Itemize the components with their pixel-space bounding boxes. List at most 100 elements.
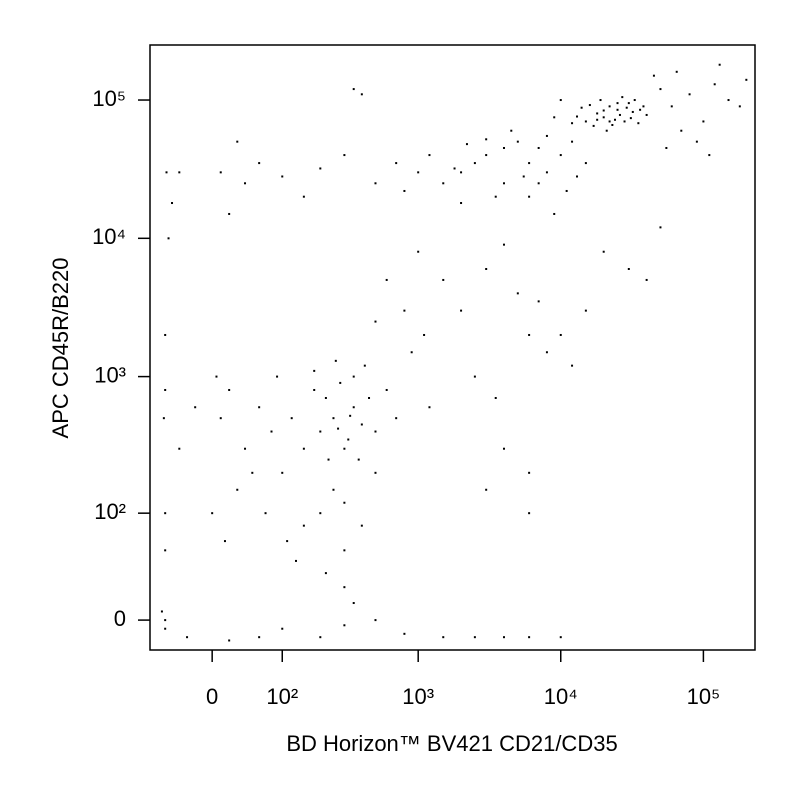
data-point	[178, 447, 181, 450]
data-point	[313, 369, 316, 372]
y-tick-label: 10⁵	[92, 86, 126, 111]
data-point	[349, 414, 352, 417]
data-point	[510, 129, 513, 132]
data-point	[453, 167, 456, 170]
data-point	[571, 364, 574, 367]
data-point	[281, 471, 284, 474]
data-point	[559, 99, 562, 102]
data-point	[343, 447, 346, 450]
data-point	[186, 636, 189, 639]
data-point	[460, 171, 463, 174]
data-point	[385, 388, 388, 391]
data-point	[680, 129, 683, 132]
data-point	[608, 120, 611, 123]
data-point	[618, 113, 621, 116]
data-point	[528, 512, 531, 515]
data-point	[633, 99, 636, 102]
x-tick-label: 10²	[266, 684, 298, 709]
data-point	[627, 267, 630, 270]
data-point	[270, 430, 273, 433]
data-point	[659, 88, 662, 91]
data-point	[639, 108, 642, 111]
data-point	[528, 471, 531, 474]
data-point	[460, 309, 463, 312]
data-point	[211, 512, 214, 515]
data-point	[596, 112, 599, 115]
data-point	[465, 143, 468, 146]
data-point	[485, 154, 488, 157]
data-point	[611, 123, 614, 126]
data-point	[502, 182, 505, 185]
data-point	[395, 162, 398, 165]
data-point	[313, 388, 316, 391]
data-point	[374, 619, 377, 622]
data-point	[228, 388, 231, 391]
data-point	[602, 109, 605, 112]
data-point	[613, 118, 616, 121]
data-point	[442, 182, 445, 185]
data-point	[545, 171, 548, 174]
data-point	[460, 202, 463, 205]
data-point	[596, 118, 599, 121]
data-point	[695, 140, 698, 143]
data-point	[374, 320, 377, 323]
data-point	[528, 195, 531, 198]
data-point	[352, 406, 355, 409]
data-point	[494, 396, 497, 399]
data-point	[302, 195, 305, 198]
data-point	[374, 182, 377, 185]
data-point	[494, 195, 497, 198]
data-point	[553, 212, 556, 215]
data-point	[385, 278, 388, 281]
data-point	[602, 250, 605, 253]
plot-frame	[149, 44, 756, 651]
data-point	[608, 105, 611, 108]
y-tick-label: 0	[114, 606, 126, 631]
data-point	[599, 99, 602, 102]
data-point	[442, 636, 445, 639]
data-point	[164, 333, 167, 336]
data-point	[368, 396, 371, 399]
data-point	[516, 292, 519, 295]
x-tick-label: 0	[206, 684, 218, 709]
data-point	[621, 96, 624, 99]
data-point	[616, 102, 619, 105]
data-point	[528, 162, 531, 165]
data-point	[281, 175, 284, 178]
data-point	[473, 162, 476, 165]
data-point	[171, 202, 174, 205]
data-point	[276, 375, 279, 378]
data-point	[571, 122, 574, 125]
data-point	[559, 333, 562, 336]
x-tick-label: 10⁴	[544, 684, 578, 709]
data-point	[363, 364, 366, 367]
data-point	[352, 602, 355, 605]
data-point	[403, 309, 406, 312]
data-point	[605, 129, 608, 132]
data-point	[528, 333, 531, 336]
data-point	[423, 333, 426, 336]
data-point	[360, 93, 363, 96]
data-point	[219, 417, 222, 420]
data-point	[502, 146, 505, 149]
data-point	[164, 627, 167, 630]
data-point	[162, 417, 165, 420]
data-point	[652, 74, 655, 77]
data-point	[571, 140, 574, 143]
data-point	[324, 396, 327, 399]
data-point	[258, 162, 261, 165]
data-point	[347, 438, 350, 441]
data-point	[625, 106, 628, 109]
data-point	[302, 447, 305, 450]
data-point	[319, 167, 322, 170]
data-point	[357, 458, 360, 461]
data-point	[244, 447, 247, 450]
data-point	[537, 146, 540, 149]
data-point	[236, 140, 239, 143]
data-point	[629, 117, 632, 120]
data-point	[360, 524, 363, 527]
data-point	[537, 182, 540, 185]
x-tick-label: 10³	[402, 684, 434, 709]
